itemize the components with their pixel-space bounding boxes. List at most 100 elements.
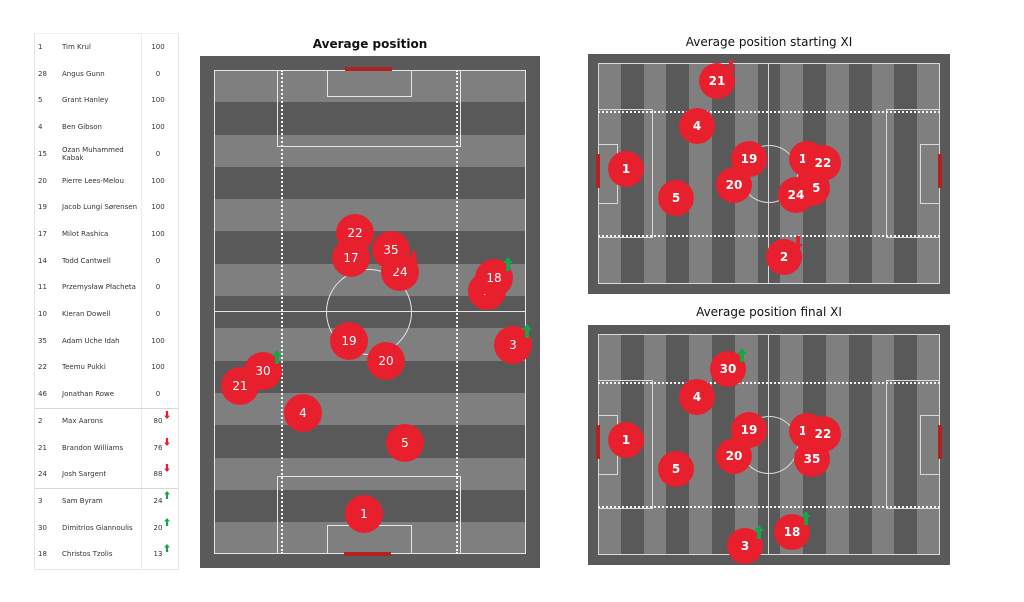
table-row: 2 Max Aarons 80 — [35, 408, 178, 434]
table-row: 21 Brandon Williams 76 — [35, 435, 178, 461]
table-row: 5 Grant Hanley 100 — [35, 87, 178, 113]
pitch-stripe — [917, 63, 940, 284]
pitch-stripe — [894, 334, 918, 555]
sub-off-arrow-icon — [793, 235, 803, 250]
player-name: Milot Rashica — [62, 229, 109, 238]
sub-on-arrow-icon — [272, 349, 282, 364]
sub-off-arrow-icon — [164, 410, 170, 419]
goal-right — [938, 425, 942, 459]
pitch-stripe — [871, 334, 895, 555]
goal-left — [596, 425, 600, 459]
player-marker: 35 — [794, 441, 830, 477]
penalty-box-left — [598, 109, 653, 238]
minutes-percent: 100 — [151, 43, 165, 51]
player-number: 21 — [232, 379, 248, 393]
player-number: 1 — [621, 162, 631, 176]
minutes-percent: 100 — [151, 363, 165, 372]
table-row: 14 Todd Cantwell 0 — [35, 248, 178, 274]
pitch-starting-xi — [588, 54, 950, 294]
player-number: 24 — [787, 188, 805, 202]
channel-line-top — [598, 382, 940, 384]
sub-off-arrow-icon — [726, 59, 736, 74]
pitch-stripe — [214, 134, 526, 167]
shirt-number: 3 — [38, 496, 43, 505]
shirt-number: 11 — [38, 283, 47, 292]
minutes-percent: 100 — [151, 229, 165, 238]
shirt-number: 2 — [38, 416, 43, 425]
player-name: Jonathan Rowe — [62, 390, 115, 399]
player-number: 1 — [621, 433, 631, 447]
goal-bottom — [344, 552, 391, 556]
player-number: 5 — [401, 436, 409, 450]
player-number: 1 — [360, 507, 368, 521]
channel-line-bottom — [598, 235, 940, 237]
pitch-stripe — [214, 166, 526, 200]
player-number: 18 — [783, 525, 801, 539]
sub-off-arrow-icon — [821, 166, 831, 181]
table-group-divider — [35, 487, 178, 489]
pitch-stripe — [848, 334, 873, 555]
shirt-number: 18 — [38, 550, 47, 559]
player-name: Christos Tzolis — [62, 550, 113, 559]
penalty-box-bottom — [277, 476, 461, 554]
player-marker: 1 — [608, 151, 644, 187]
minutes-percent: 0 — [155, 69, 161, 78]
pitch-stripe — [826, 63, 850, 284]
player-marker: 20 — [367, 342, 405, 380]
table-group-divider — [35, 407, 178, 409]
penalty-box-right — [886, 380, 940, 509]
minutes-percent: 88 — [153, 470, 163, 479]
shirt-number: 1 — [38, 43, 43, 51]
pitch-stripe — [871, 63, 895, 284]
minutes-percent: 100 — [151, 336, 165, 345]
six-yard-box-right — [920, 415, 940, 475]
shirt-number: 22 — [38, 363, 47, 372]
player-number: 20 — [725, 178, 743, 192]
table-row: 20 Pierre Lees-Melou 100 — [35, 168, 178, 194]
shirt-number: 10 — [38, 310, 47, 318]
player-marker: 5 — [658, 451, 694, 487]
minutes-percent: 0 — [155, 256, 161, 265]
minutes-percent: 100 — [151, 96, 165, 105]
player-number: 5 — [671, 462, 681, 476]
minutes-percent: 80 — [153, 416, 163, 425]
six-yard-box-right — [920, 144, 940, 204]
minutes-percent: 13 — [153, 550, 163, 559]
player-name: Pierre Lees-Melou — [62, 176, 124, 185]
sub-on-arrow-icon — [164, 544, 170, 553]
minutes-percent: 100 — [151, 176, 165, 185]
chart-title-starting-xi: Average position starting XI — [685, 35, 853, 49]
pitch-average-position — [200, 56, 540, 568]
channel-line-bottom — [598, 506, 940, 508]
player-name: Brandon Williams — [62, 443, 124, 452]
table-row: 46 Jonathan Rowe 0 — [35, 381, 178, 407]
minutes-percent: 0 — [155, 283, 161, 292]
minutes-percent: 76 — [153, 443, 163, 452]
player-number: 4 — [692, 390, 702, 404]
player-marker: 22 — [336, 214, 374, 252]
table-row: 17 Milot Rashica 100 — [35, 221, 178, 247]
shirt-number: 30 — [38, 523, 47, 532]
minutes-percent: 100 — [151, 123, 165, 132]
player-marker: 19 — [330, 322, 368, 360]
table-row: 19 Jacob Lungi Sørensen 100 — [35, 194, 178, 220]
player-marker: 22 — [805, 416, 841, 452]
table-row: 22 Teemu Pukki 100 — [35, 354, 178, 380]
shirt-number: 19 — [38, 203, 47, 212]
channel-line-top — [598, 111, 940, 113]
pitch-stripe — [894, 63, 918, 284]
player-number: 2 — [779, 250, 789, 264]
player-number: 20 — [725, 449, 743, 463]
table-row: 1 Tim Krul 100 — [35, 34, 178, 60]
player-marker: 5 — [386, 424, 424, 462]
sub-on-arrow-icon — [164, 490, 170, 499]
player-name: Kieran Dowell — [62, 310, 111, 318]
shirt-number: 5 — [38, 96, 43, 105]
shirt-number: 4 — [38, 123, 43, 132]
player-name: Adam Uche Idah — [62, 336, 120, 345]
penalty-box-top — [277, 70, 461, 147]
shirt-number: 15 — [38, 149, 47, 158]
goal-right — [938, 154, 942, 188]
player-name: Josh Sargent — [62, 470, 107, 479]
